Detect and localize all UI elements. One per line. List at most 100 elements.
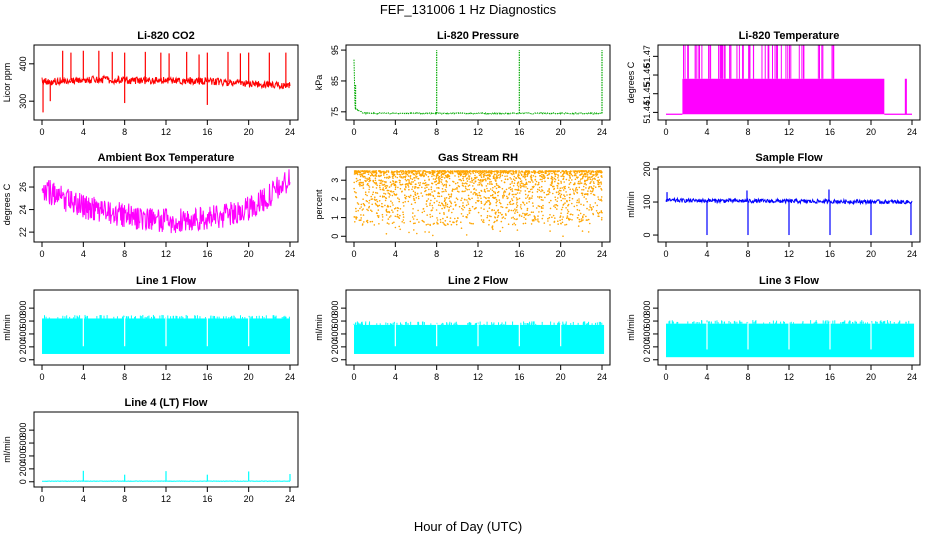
series-point (459, 173, 462, 176)
series-point (537, 170, 540, 173)
series-point (528, 172, 531, 174)
series-point (381, 216, 384, 218)
series-point (576, 189, 579, 191)
x-tick-label: 20 (866, 127, 876, 137)
series-point (440, 170, 442, 172)
series-point (396, 213, 399, 216)
series-point (456, 182, 459, 184)
series-point (354, 221, 356, 223)
x-tick-label: 12 (161, 249, 171, 259)
series-point (405, 175, 407, 177)
series-point (355, 180, 358, 183)
series-point (359, 175, 362, 178)
series-point (577, 217, 579, 219)
x-tick-label: 16 (514, 249, 524, 259)
series-point (372, 179, 375, 182)
x-tick-label: 16 (514, 127, 524, 137)
series-point (525, 171, 528, 173)
x-tick-label: 24 (285, 372, 295, 382)
series-point (586, 175, 588, 178)
series-point (486, 174, 489, 176)
series-point (474, 194, 477, 196)
series-point (572, 188, 574, 190)
series-point (468, 209, 471, 212)
series-point (508, 193, 510, 196)
series-point (497, 171, 499, 174)
series-point (403, 171, 405, 173)
series-point (410, 183, 413, 185)
series-point (368, 205, 371, 208)
series-point (556, 208, 558, 210)
series-point (355, 207, 357, 210)
series-point (402, 211, 404, 213)
series-point (429, 216, 432, 218)
series-point (355, 170, 358, 172)
series-point (382, 180, 384, 182)
series-point (468, 171, 471, 174)
series-point (477, 197, 479, 199)
series-point (381, 184, 384, 186)
series-point (368, 176, 371, 179)
series-point (511, 180, 513, 183)
series-point (582, 216, 584, 219)
series-point (492, 228, 494, 231)
series-point (513, 218, 516, 220)
series-point (595, 210, 598, 212)
series-point (513, 182, 516, 184)
series-point (488, 181, 491, 183)
series-point (560, 171, 562, 174)
series-point (438, 181, 440, 183)
series-point (429, 224, 432, 227)
series-point (392, 177, 394, 179)
y-tick-label: 600 (642, 314, 652, 329)
series-point (491, 209, 493, 212)
series-point (549, 191, 551, 194)
x-tick-label: 12 (473, 372, 483, 382)
series-point (559, 219, 561, 222)
series-point (483, 204, 486, 206)
series-point (463, 198, 466, 201)
series-point (368, 186, 371, 188)
series-point (479, 170, 481, 172)
series-point (531, 195, 534, 197)
x-tick-label: 12 (784, 372, 794, 382)
chart-panel: Li-820 Pressure 0 4 8 12 16 20 24 75 85 95 kPa (314, 30, 611, 137)
series-point (502, 195, 504, 197)
series-point (485, 170, 488, 172)
series-point (413, 229, 415, 231)
series-point (412, 195, 415, 198)
series-point (404, 170, 407, 172)
series-point (552, 170, 555, 173)
x-tick-label: 24 (597, 372, 607, 382)
series-point (459, 174, 462, 177)
y-axis-label: degrees C (626, 61, 636, 103)
series-point (488, 190, 491, 192)
series-point (450, 195, 452, 198)
series-point (516, 184, 519, 186)
series-point (470, 222, 473, 225)
series-point (540, 206, 543, 208)
series-point (388, 193, 391, 195)
series-point (414, 183, 417, 186)
y-tick-label: 300 (18, 94, 28, 109)
series-point (379, 170, 381, 173)
series-point (533, 219, 535, 222)
series-point (561, 206, 564, 209)
series-point (465, 234, 468, 236)
series-point (458, 171, 461, 173)
series-point (469, 172, 472, 175)
series-point (559, 187, 562, 189)
series-point (449, 195, 451, 198)
series-point (508, 209, 510, 211)
series-point (593, 185, 595, 187)
series-point (578, 201, 580, 204)
series-point (530, 178, 532, 180)
series-point (542, 214, 544, 217)
series-point (414, 193, 416, 195)
series-point (504, 175, 506, 178)
series-point (557, 197, 559, 199)
x-tick-label: 8 (122, 494, 127, 504)
series-point (448, 193, 450, 196)
series-point (535, 207, 538, 209)
series-point (540, 199, 543, 201)
